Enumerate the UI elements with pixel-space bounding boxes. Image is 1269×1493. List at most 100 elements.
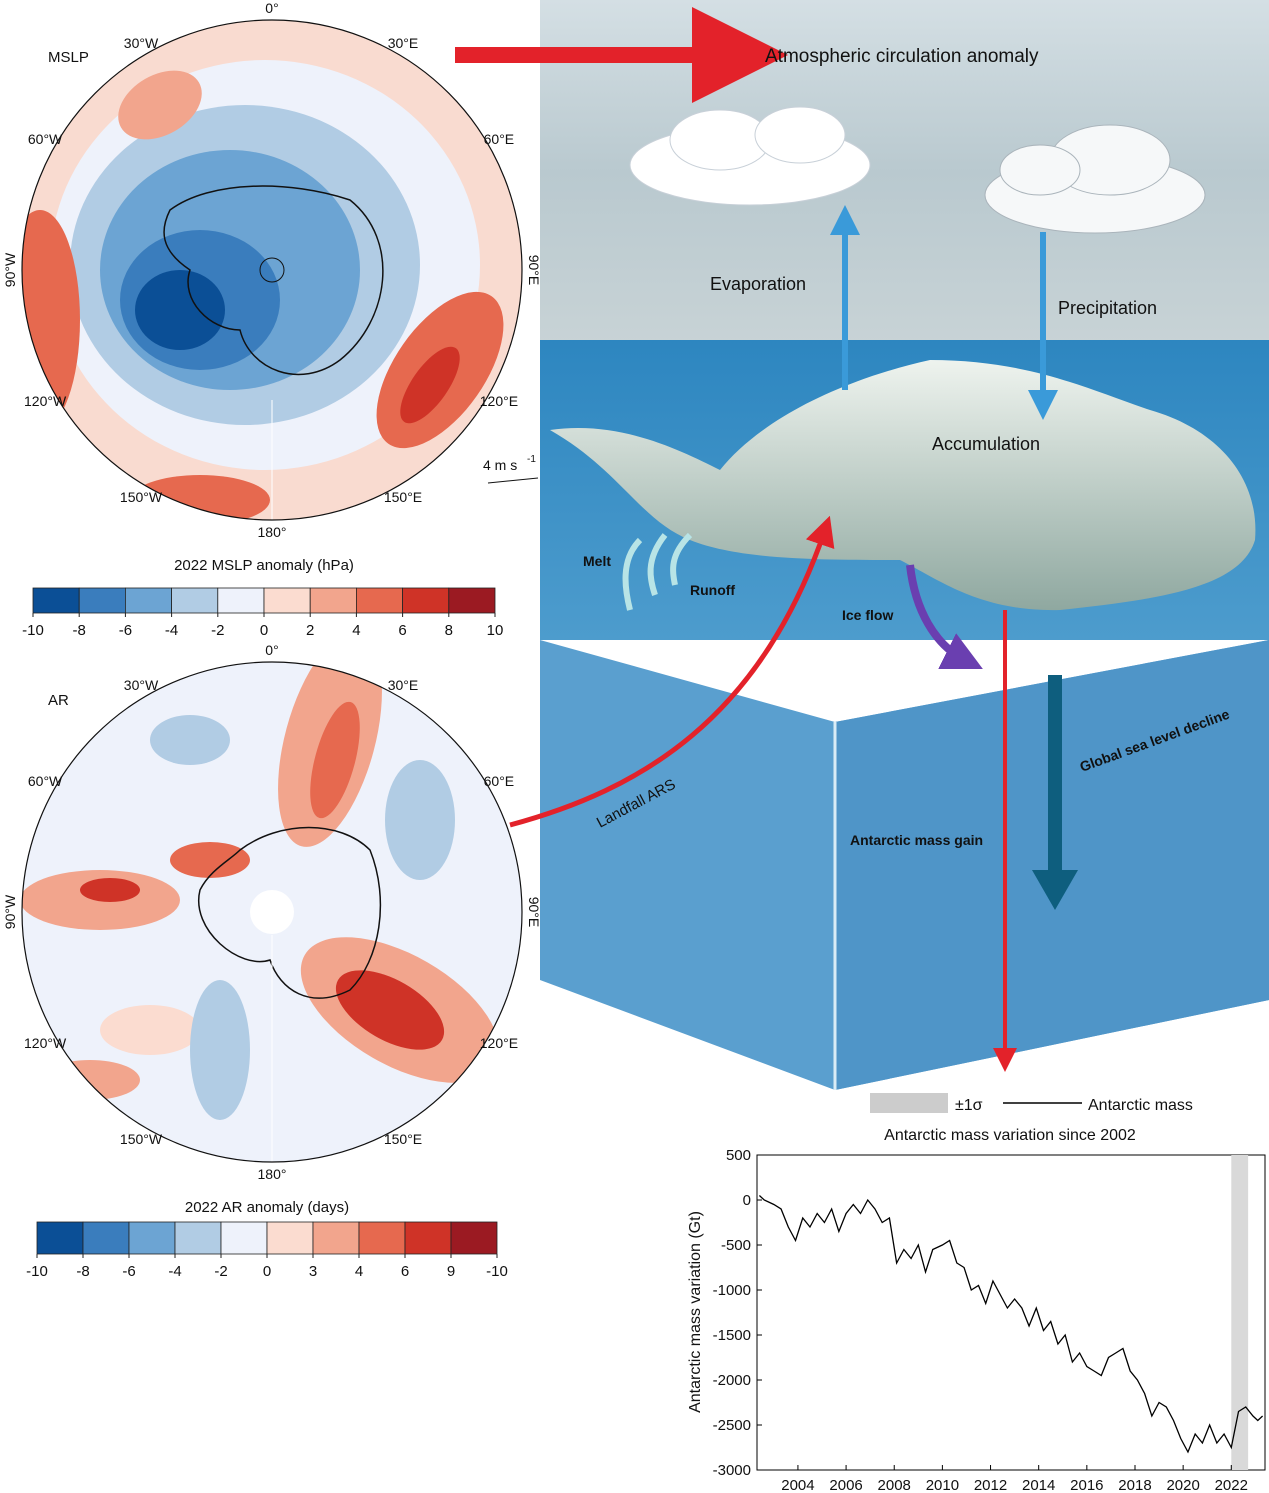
label-mass-gain: Antarctic mass gain	[850, 832, 983, 848]
highlight-band	[1231, 1155, 1249, 1470]
cloud-left	[629, 106, 871, 206]
map-border	[21, 661, 523, 1163]
longitude-label: 0°	[265, 0, 278, 16]
colorbar-swatch	[402, 587, 450, 614]
longitude-label: 150°W	[120, 489, 163, 505]
legend-band: ±1σ	[955, 1097, 983, 1114]
colorbar-swatch	[450, 1221, 498, 1255]
colorbar-swatch	[217, 587, 265, 614]
x-tick-label: 2022	[1215, 1477, 1248, 1493]
longitude-label: 30°E	[388, 35, 419, 51]
colorbar-swatch	[128, 1221, 176, 1255]
longitude-label: 150°E	[384, 489, 422, 505]
colorbar-tick-label: -6	[122, 1263, 135, 1280]
label-circulation: Atmospheric circulation anomaly	[765, 46, 1039, 67]
longitude-label: 120°E	[480, 393, 518, 409]
panel-label: MSLP	[48, 49, 89, 66]
colorbar-tick-label: -4	[165, 622, 178, 639]
longitude-label: 0°	[265, 642, 278, 658]
colorbar-tick-label: -10	[486, 1263, 508, 1280]
x-tick-label: 2012	[974, 1477, 1007, 1493]
colorbar-swatch	[125, 587, 173, 614]
label-ice-flow: Ice flow	[842, 607, 893, 623]
longitude-label: 90°E	[526, 255, 542, 286]
colorbar-tick-label: 0	[260, 622, 268, 639]
colorbar-swatch	[404, 1221, 452, 1255]
label-runoff: Runoff	[690, 582, 735, 598]
x-tick-label: 2018	[1118, 1477, 1151, 1493]
colorbar-tick-label: -6	[119, 622, 132, 639]
colorbar-swatch	[82, 1221, 130, 1255]
x-tick-label: 2004	[781, 1477, 814, 1493]
colorbar-tick-label: 0	[263, 1263, 271, 1280]
longitude-label: 180°	[258, 524, 287, 540]
x-tick-label: 2008	[878, 1477, 911, 1493]
colorbar-tick-label: 6	[398, 622, 406, 639]
colorbar-tick-label: 4	[352, 622, 360, 639]
x-tick-label: 2014	[1022, 1477, 1055, 1493]
colorbar-tick-label: 8	[445, 622, 453, 639]
diagram: Atmospheric circulation anomaly Evaporat…	[455, 0, 1269, 1090]
y-tick-label: -2000	[713, 1372, 751, 1389]
data-line	[758, 1195, 1264, 1454]
colorbar-tick-label: -2	[211, 622, 224, 639]
colorbar-swatch	[358, 1221, 406, 1255]
colorbar-swatch	[312, 1221, 360, 1255]
legend-band-swatch	[870, 1093, 948, 1113]
longitude-label: 90°E	[526, 897, 542, 928]
arrow-sea-level-head	[1032, 870, 1078, 910]
x-tick-label: 2006	[829, 1477, 862, 1493]
map-ar	[22, 662, 522, 1162]
colorbar-swatch	[171, 587, 219, 614]
colorbar-title: 2022 MSLP anomaly (hPa)	[174, 557, 354, 574]
longitude-label: 120°W	[24, 1035, 67, 1051]
map-mslp	[22, 20, 522, 520]
colorbar-swatch	[448, 587, 496, 614]
colorbar-tick-label: 6	[401, 1263, 409, 1280]
longitude-label: 90°W	[2, 894, 18, 929]
plot-frame	[756, 1154, 1266, 1471]
colorbar-swatch	[266, 1221, 314, 1255]
colorbar-swatch	[78, 587, 126, 614]
colorbar-tick-label: -4	[168, 1263, 181, 1280]
longitude-label: 90°W	[2, 252, 18, 287]
label-accumulation: Accumulation	[932, 434, 1040, 454]
longitude-label: 120°W	[24, 393, 67, 409]
vector-key-arrow	[487, 477, 539, 484]
label-evaporation: Evaporation	[710, 274, 806, 294]
colorbar-title: 2022 AR anomaly (days)	[185, 1199, 349, 1216]
colorbar-tick-label: 4	[355, 1263, 363, 1280]
y-tick-label: -2500	[713, 1417, 751, 1434]
x-tick-label: 2020	[1166, 1477, 1199, 1493]
legend-line: Antarctic mass	[1088, 1097, 1193, 1114]
colorbar-tick-label: -10	[26, 1263, 48, 1280]
colorbar-tick-label: -10	[22, 622, 44, 639]
colorbar-tick-label: 2	[306, 622, 314, 639]
longitude-label: 60°W	[28, 131, 63, 147]
colorbar-tick-label: -8	[73, 622, 86, 639]
longitude-label: 30°E	[388, 677, 419, 693]
colorbar-swatch	[355, 587, 403, 614]
y-tick-label: 500	[726, 1147, 751, 1164]
ice-sheet	[550, 360, 1256, 611]
colorbar-tick-label: 9	[447, 1263, 455, 1280]
chart-title: Antarctic mass variation since 2002	[884, 1127, 1136, 1144]
colorbar-swatch	[32, 587, 80, 614]
y-tick-label: -3000	[713, 1462, 751, 1479]
x-tick-label: 2010	[926, 1477, 959, 1493]
longitude-label: 60°E	[484, 773, 515, 789]
longitude-label: 150°E	[384, 1131, 422, 1147]
longitude-label: 30°W	[124, 677, 159, 693]
y-tick-label: -1500	[713, 1327, 751, 1344]
arrow-ice-flow	[906, 564, 983, 669]
y-tick-label: -500	[721, 1237, 751, 1254]
label-melt: Melt	[583, 553, 611, 569]
vector-key: 4 m s	[483, 457, 517, 473]
arrows-melt	[622, 532, 693, 611]
panel-label: AR	[48, 692, 69, 709]
colorbar-swatch	[263, 587, 311, 614]
colorbar-tick-label: -8	[76, 1263, 89, 1280]
colorbar-swatch	[36, 1221, 84, 1255]
